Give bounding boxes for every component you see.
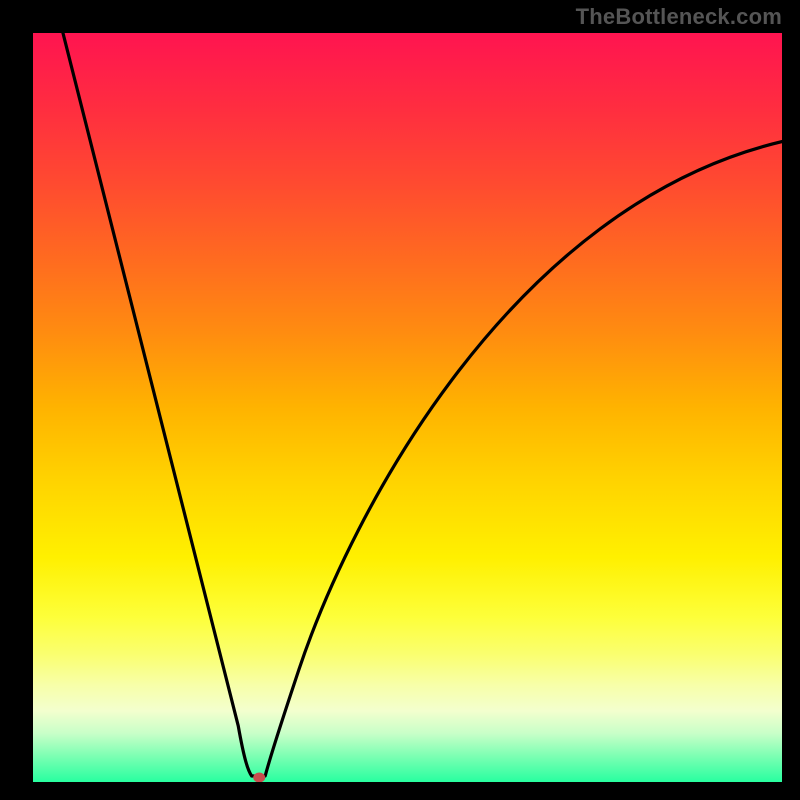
gradient-background — [33, 33, 782, 782]
watermark-text: TheBottleneck.com — [576, 4, 782, 30]
chart-svg — [33, 33, 782, 782]
plot-area — [33, 33, 782, 782]
